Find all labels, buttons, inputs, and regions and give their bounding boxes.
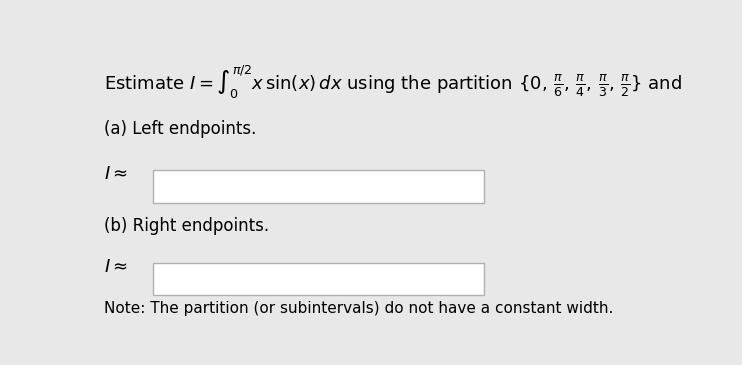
Text: Note: The partition (or subintervals) do not have a constant width.: Note: The partition (or subintervals) do…	[104, 301, 614, 316]
Text: (a) Left endpoints.: (a) Left endpoints.	[104, 120, 257, 138]
Text: Estimate $I = \int_0^{\pi/2} x\,\sin(x)\,dx$ using the partition $\{0,\,\frac{\p: Estimate $I = \int_0^{\pi/2} x\,\sin(x)\…	[104, 64, 683, 101]
FancyBboxPatch shape	[153, 263, 484, 295]
Text: $I \approx$: $I \approx$	[104, 258, 128, 276]
Text: $I \approx$: $I \approx$	[104, 165, 128, 184]
FancyBboxPatch shape	[153, 170, 484, 203]
Text: (b) Right endpoints.: (b) Right endpoints.	[104, 217, 269, 235]
